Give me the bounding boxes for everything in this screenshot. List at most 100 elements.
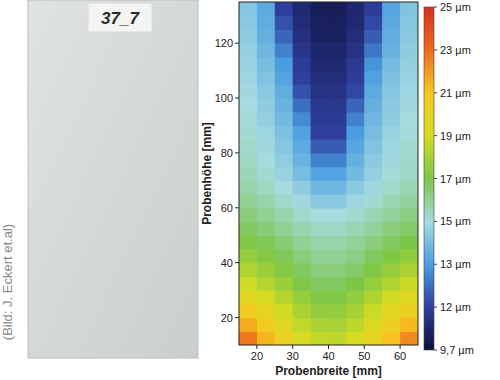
sample-label: 37_7 [101, 9, 140, 28]
heat-cell [275, 249, 294, 263]
heat-cell [346, 16, 365, 30]
heat-cell [364, 125, 383, 139]
heat-cell [329, 235, 348, 249]
heat-cell [239, 2, 258, 16]
heat-cell [275, 304, 294, 318]
heat-cell [329, 153, 348, 167]
x-tick-label: 50 [358, 350, 370, 362]
x-tick [364, 345, 365, 349]
heat-cell [382, 98, 401, 112]
heat-cell [364, 208, 383, 222]
heat-cell [239, 331, 258, 345]
heat-cell [293, 2, 312, 16]
heat-cell [311, 43, 330, 57]
heat-cell [364, 16, 383, 30]
heat-cell [257, 290, 276, 304]
heat-cell [293, 125, 312, 139]
heat-cell [257, 208, 276, 222]
heat-cell [293, 249, 312, 263]
heat-cell [400, 304, 418, 318]
heat-cell [239, 263, 258, 277]
heat-cell [239, 167, 258, 181]
heat-cell [364, 43, 383, 57]
heat-cell [239, 139, 258, 153]
heat-cell [400, 98, 418, 112]
heat-cell [239, 71, 258, 85]
y-tick [235, 317, 239, 318]
heat-cell [346, 98, 365, 112]
heat-cell [329, 71, 348, 85]
heat-cell [275, 98, 294, 112]
heat-cell [400, 194, 418, 208]
heat-cell [329, 57, 348, 71]
heat-cell [239, 29, 258, 43]
heat-cell [257, 318, 276, 332]
x-tick-label: 40 [322, 350, 334, 362]
x-tick [400, 345, 401, 349]
cells [239, 2, 418, 345]
heat-cell [329, 167, 348, 181]
heat-cell [346, 112, 365, 126]
heat-cell [293, 167, 312, 181]
x-tick-label: 20 [251, 350, 263, 362]
heat-cell [275, 125, 294, 139]
colorbar-tick-label: 15 µm [440, 215, 471, 227]
heat-cell [239, 16, 258, 30]
heat-cell [275, 57, 294, 71]
heat-cell [293, 98, 312, 112]
heat-cell [329, 98, 348, 112]
heat-cell [329, 2, 348, 16]
heat-cell [311, 208, 330, 222]
heat-cell [275, 276, 294, 290]
heat-cell [239, 304, 258, 318]
heat-cell [257, 263, 276, 277]
colorbar [424, 7, 434, 350]
colorbar-tick [434, 307, 437, 308]
heat-cell [275, 71, 294, 85]
heat-cell [364, 318, 383, 332]
heat-cell [311, 153, 330, 167]
heat-cell [329, 249, 348, 263]
heat-cell [346, 57, 365, 71]
colorbar-tick-label: 21 µm [440, 87, 471, 99]
heat-cell [400, 29, 418, 43]
heat-cell [257, 98, 276, 112]
heat-cell [275, 112, 294, 126]
colorbar-tick [434, 135, 437, 136]
sample-sticker [88, 3, 152, 32]
heat-cell [329, 139, 348, 153]
heat-cell [346, 276, 365, 290]
heat-cell [275, 180, 294, 194]
heat-cell [275, 222, 294, 236]
heat-cell [311, 98, 330, 112]
heat-cell [311, 139, 330, 153]
plot-frame [239, 2, 418, 345]
heat-cell [346, 208, 365, 222]
heat-cell [311, 29, 330, 43]
heat-cell [293, 290, 312, 304]
heat-cell [311, 263, 330, 277]
heat-cell [382, 290, 401, 304]
heat-cell [257, 194, 276, 208]
heat-cell [257, 57, 276, 71]
heat-cell [382, 318, 401, 332]
heat-cell [400, 139, 418, 153]
heat-cell [400, 167, 418, 181]
heat-cell [311, 276, 330, 290]
heat-cell [364, 222, 383, 236]
heat-cell [275, 2, 294, 16]
heat-cell [293, 235, 312, 249]
heat-cell [346, 43, 365, 57]
heat-cell [275, 194, 294, 208]
colorbar-tick-label: 12 µm [440, 301, 471, 313]
heat-cell [257, 304, 276, 318]
heat-cell [400, 180, 418, 194]
heat-cell [257, 16, 276, 30]
y-tick [235, 207, 239, 208]
heat-cell [311, 304, 330, 318]
heat-cell [257, 276, 276, 290]
x-tick-label: 60 [394, 350, 406, 362]
heat-cell [239, 153, 258, 167]
heat-cell [364, 84, 383, 98]
heat-cell [364, 249, 383, 263]
